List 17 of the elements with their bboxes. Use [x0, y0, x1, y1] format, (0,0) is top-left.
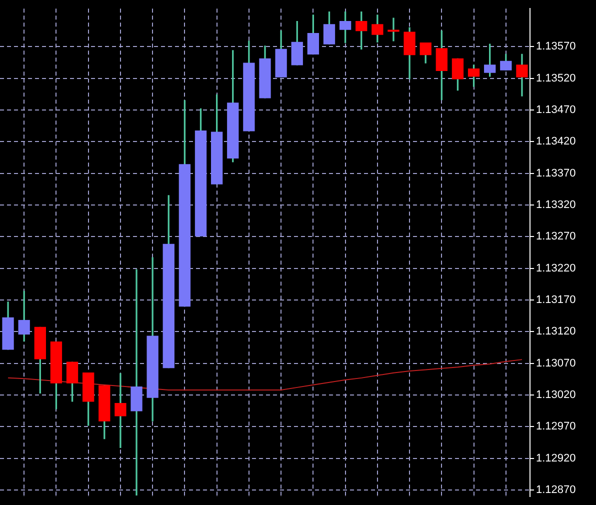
y-tick-label: 1.13570: [536, 40, 576, 53]
y-tick-label: 1.12870: [536, 484, 576, 496]
y-tick-label: 1.12970: [536, 420, 576, 433]
y-tick-label: 1.13170: [536, 294, 576, 306]
y-tick-label: 1.13270: [536, 230, 576, 243]
y-tick-label: 1.13420: [536, 136, 576, 148]
y-tick-label: 1.13520: [536, 72, 576, 84]
y-tick-label: 1.13120: [536, 326, 576, 338]
y-tick-label: 1.13070: [536, 357, 576, 370]
y-tick-label: 1.13320: [536, 199, 576, 212]
y-tick-label: 1.13220: [536, 262, 576, 274]
y-tick-label: 1.13020: [536, 389, 576, 402]
candlestick: [114, 373, 126, 448]
y-tick-label: 1.13470: [536, 104, 576, 116]
candlestick: [130, 269, 142, 496]
y-tick-label: 1.13370: [536, 167, 576, 180]
y-tick-label: 1.12920: [536, 452, 576, 464]
